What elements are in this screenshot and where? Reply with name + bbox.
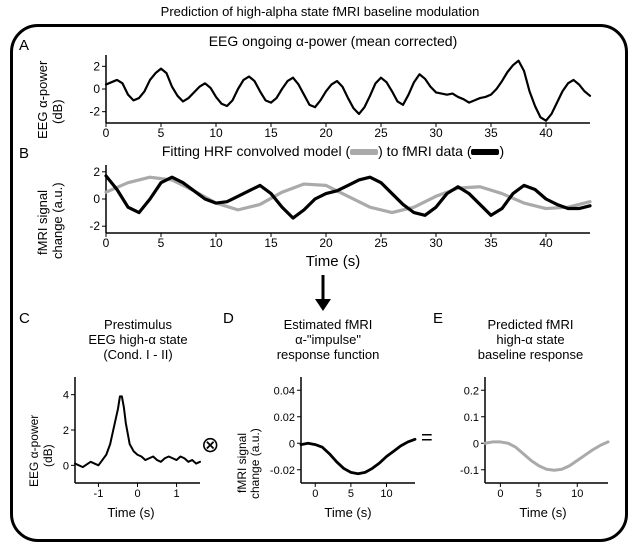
svg-text:5: 5 [348,488,354,500]
svg-text:0: 0 [497,488,503,500]
svg-text:0: 0 [134,488,140,500]
panel-c-chart: 0 2 4 -1 0 1 [51,373,206,503]
svg-text:20: 20 [319,126,333,140]
svg-text:25: 25 [374,126,388,140]
svg-text:0: 0 [93,192,100,206]
svg-text:0.04: 0.04 [274,385,295,397]
convolution-icon: ⊗ [201,432,219,458]
svg-text:-2: -2 [89,105,100,119]
svg-text:0: 0 [312,488,318,500]
panel-d-chart: -0.02 0 0.02 0.04 0 5 10 [261,373,421,503]
arrow-down-icon [308,273,338,313]
panel-a-title: EEG ongoing α-power (mean corrected) [83,33,583,49]
panel-b-xlabel: Time (s) [83,253,583,270]
panel-e-label: E [433,310,443,327]
svg-text:0: 0 [289,438,295,450]
panel-e-title: Predicted fMRI high-α state baseline res… [443,317,618,362]
svg-text:0.02: 0.02 [274,412,295,424]
panel-d-label: D [223,310,234,327]
panel-d-title: Estimated fMRI α-"impulse" response func… [238,317,418,362]
svg-text:25: 25 [374,236,388,250]
legend-swatch-data [471,149,499,155]
panel-a-ylabel2: (dB) [50,99,65,124]
svg-text:0.2: 0.2 [464,385,479,397]
svg-text:10: 10 [209,126,223,140]
svg-text:15: 15 [264,236,278,250]
svg-text:-1: -1 [94,488,104,500]
panel-b-label: B [19,145,29,162]
svg-text:4: 4 [63,390,69,402]
svg-text:35: 35 [484,236,498,250]
panel-b-chart: -2020510152025303540 [78,161,598,251]
svg-text:0: 0 [103,126,110,140]
panel-a-chart: -2020510152025303540 [78,51,598,141]
panel-d-xlabel: Time (s) [288,505,408,520]
svg-text:2: 2 [63,425,69,437]
svg-text:0: 0 [63,460,69,472]
svg-text:2: 2 [93,59,100,73]
panel-d-ylabel: fMRI signal [235,433,249,493]
svg-text:30: 30 [429,236,443,250]
svg-text:30: 30 [429,126,443,140]
panel-a-ylabel: EEG α-power [35,61,50,139]
svg-text:15: 15 [264,126,278,140]
svg-text:5: 5 [536,488,542,500]
figure-frame: A EEG ongoing α-power (mean corrected) E… [10,24,628,542]
legend-swatch-model [350,149,378,155]
svg-text:2: 2 [93,165,100,179]
panel-d-ylabel2: change (a.u.) [248,428,262,499]
svg-text:-0.02: -0.02 [270,465,295,477]
figure-title: Prediction of high-alpha state fMRI base… [0,4,640,19]
svg-text:35: 35 [484,126,498,140]
panel-b-title: Fitting HRF convolved model () to fMRI d… [83,143,583,159]
svg-text:0: 0 [473,438,479,450]
svg-text:5: 5 [158,126,165,140]
panel-e-xlabel: Time (s) [483,505,603,520]
svg-text:20: 20 [319,236,333,250]
svg-text:0: 0 [93,82,100,96]
svg-text:40: 40 [539,236,553,250]
svg-text:1: 1 [174,488,180,500]
panel-a-label: A [19,37,29,54]
svg-text:0: 0 [103,236,110,250]
panel-c-title: Prestimulus EEG high-α state (Cond. I - … [63,317,213,362]
panel-e-chart: -0.1 0 0.1 0.2 0 5 10 [449,373,614,503]
svg-text:5: 5 [158,236,165,250]
svg-text:10: 10 [571,488,583,500]
panel-b-ylabel2: change (a.u.) [50,182,65,259]
panel-c-label: C [19,310,30,327]
svg-text:10: 10 [209,236,223,250]
panel-c-ylabel: EEG α-power [27,415,41,487]
svg-text:-0.1: -0.1 [460,465,479,477]
panel-b-ylabel: fMRI signal [35,190,50,255]
equals-icon: = [421,427,433,450]
svg-text:40: 40 [539,126,553,140]
svg-text:10: 10 [380,488,392,500]
panel-c-xlabel: Time (s) [71,505,191,520]
svg-text:0.1: 0.1 [464,412,479,424]
svg-text:-2: -2 [89,219,100,233]
